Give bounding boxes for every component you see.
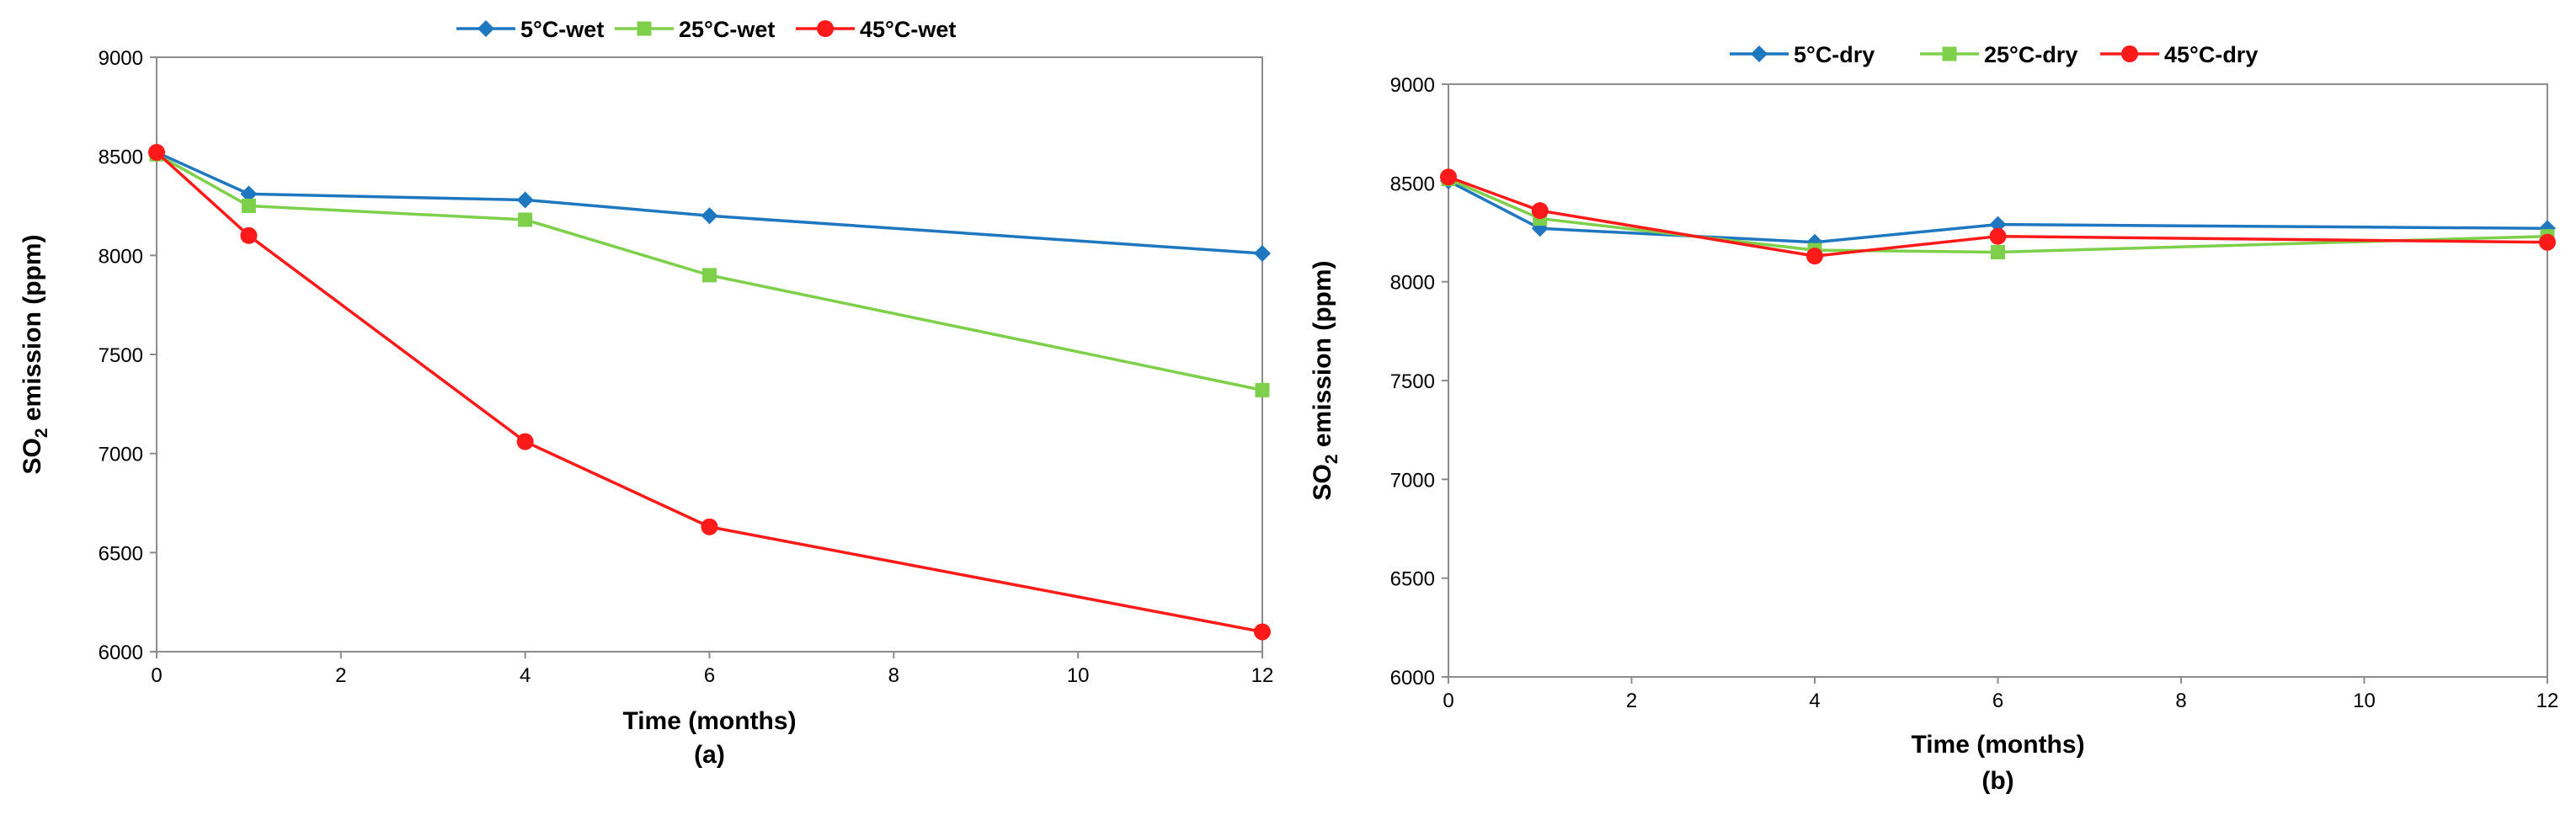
legend-label: 5°C-dry (1794, 42, 1875, 67)
legend-marker (637, 21, 652, 36)
series-25°C-wet (149, 146, 1270, 397)
y-tick-label: 6500 (1390, 568, 1435, 591)
y-axis-title: SO2 emission (ppm) (19, 234, 51, 474)
data-point (1989, 216, 2007, 233)
data-point (701, 207, 718, 225)
panel-label: (a) (694, 741, 725, 769)
x-tick-label: 6 (1992, 690, 2003, 712)
x-tick-label: 6 (704, 664, 715, 687)
data-point (240, 185, 258, 203)
series-45°C-dry (1440, 168, 2556, 265)
legend-label: 25°C-wet (679, 17, 775, 42)
legend-label: 25°C-dry (1984, 42, 2077, 67)
data-point (518, 212, 533, 227)
series-25°C-dry (1441, 172, 2555, 259)
legend-entry: 45°C-wet (796, 17, 956, 42)
x-tick-label: 10 (2353, 690, 2376, 712)
data-point (148, 143, 165, 161)
series-line (155, 151, 1263, 634)
series-45°C-wet (148, 143, 1271, 641)
data-point (2539, 233, 2556, 251)
x-tick-label: 12 (1251, 664, 1274, 687)
series-line (156, 151, 1263, 255)
legend-entry: 5°C-dry (1730, 42, 1875, 67)
legend-marker (2121, 45, 2138, 62)
data-point (1806, 248, 1823, 265)
legend-entry: 45°C-dry (2100, 42, 2258, 67)
y-tick-label: 8000 (99, 245, 143, 268)
data-point (1255, 382, 1270, 397)
data-point (1991, 244, 2005, 259)
data-point (240, 226, 258, 244)
y-tick-label: 8500 (99, 146, 143, 169)
y-tick-label: 9000 (1390, 74, 1435, 97)
legend-label: 45°C-wet (860, 17, 956, 42)
y-tick-label: 6500 (99, 542, 143, 565)
data-point (701, 518, 718, 535)
y-tick-label: 8500 (1390, 173, 1435, 195)
legend-entry: 5°C-wet (456, 17, 604, 42)
data-point (1254, 244, 1271, 262)
series-5°C-wet (148, 143, 1271, 262)
chart-panel-a: 6000 6500 7000 7500 8000 8500 9000 0 2 4 6 8 10 12 Tim… (19, 17, 1273, 769)
y-axis-title: SO2 emission (ppm) (1309, 260, 1341, 500)
data-point (241, 199, 256, 213)
y-tick-label: 7000 (99, 444, 143, 466)
legend-label: 5°C-wet (520, 17, 604, 42)
x-tick-label: 8 (888, 664, 899, 687)
x-axis-title: Time (months) (622, 707, 796, 735)
data-point (1531, 202, 1549, 220)
y-tick-label: 7500 (99, 344, 143, 367)
legend-marker (477, 20, 494, 37)
x-tick-label: 2 (335, 664, 346, 687)
legend-entry: 25°C-wet (615, 17, 775, 42)
x-tick-label: 8 (2175, 690, 2186, 712)
x-axis-title: Time (months) (1911, 731, 2084, 759)
data-point (1440, 168, 1457, 186)
panel-label: (b) (1981, 767, 2013, 795)
legend-marker (1751, 45, 1768, 62)
plot-area-border (1448, 83, 2548, 678)
x-tick-label: 4 (1809, 690, 1820, 712)
x-tick-label: 10 (1067, 664, 1090, 687)
x-tick-label: 2 (1626, 690, 1637, 712)
data-point (1989, 227, 2007, 245)
y-tick-label: 7000 (1390, 469, 1435, 492)
data-point (516, 191, 534, 209)
legend-marker (1942, 46, 1957, 61)
chart-panel-b: 6000 6500 7000 7500 8000 8500 9000 0 2 4 6 8 10 12 Tim… (1309, 42, 2558, 795)
x-tick-label: 4 (520, 664, 531, 687)
legend-label: 45°C-dry (2164, 42, 2258, 67)
x-tick-label: 12 (2536, 690, 2559, 712)
y-tick-label: 6000 (99, 642, 143, 664)
legend-marker (817, 20, 834, 37)
data-point (516, 433, 534, 450)
y-tick-label: 9000 (99, 47, 143, 70)
y-tick-label: 6000 (1390, 667, 1435, 690)
data-point (702, 268, 717, 283)
y-tick-label: 7500 (1390, 370, 1435, 393)
data-point (1254, 623, 1271, 641)
x-tick-label: 0 (151, 664, 162, 687)
y-tick-label: 8000 (1390, 272, 1435, 295)
x-tick-label: 0 (1443, 690, 1453, 712)
legend-entry: 25°C-dry (1920, 42, 2077, 67)
